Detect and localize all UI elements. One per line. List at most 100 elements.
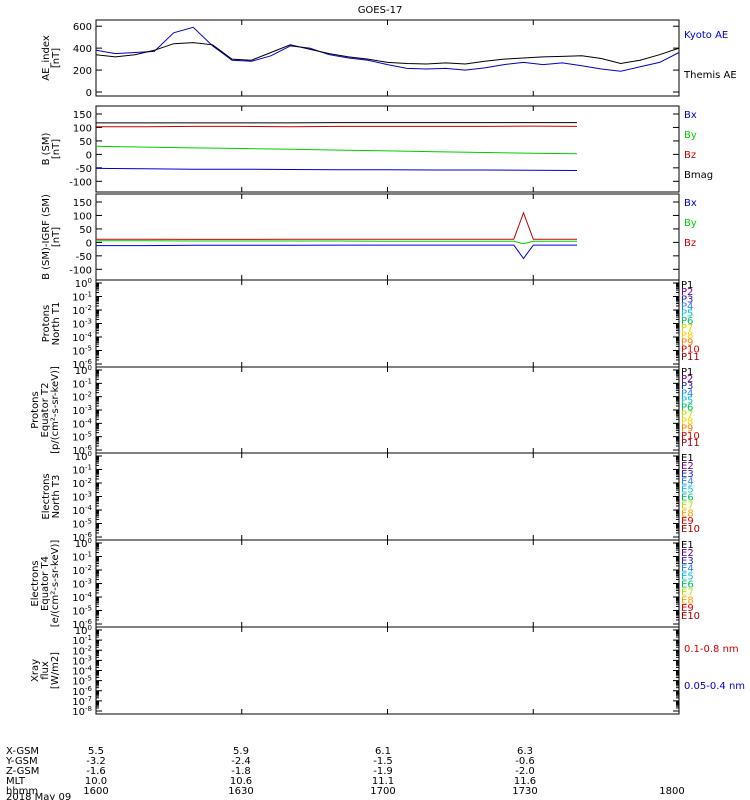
legend-entry: Bmag [684,170,713,181]
y-tick-label: 100 [75,624,92,637]
legend-entry: P2 [681,287,693,298]
legend-entry: P11 [681,352,700,363]
y-tick-label: -100 [69,177,92,188]
y-tick-label: 10-1 [72,634,92,647]
series-line-by [95,145,578,155]
y-tick-label: 10-3 [72,318,92,331]
x-axis-value: 10.6 [230,776,252,787]
y-tick-label: 100 [73,123,92,134]
y-tick-label: 10-4 [72,331,92,344]
legend-entry: P8 [681,330,693,341]
x-axis-value: -2.4 [231,756,251,767]
series-line-bx [95,167,578,171]
legend-entry: P4 [681,302,693,313]
y-tick-label: 10-5 [72,518,92,531]
y-tick-label: 10-7 [72,695,92,708]
y-tick-label: 10-3 [72,654,92,667]
y-tick-label: 600 [73,22,92,33]
panel-frame [95,366,680,454]
y-tick-label: 10-4 [72,591,92,604]
legend-entry: P1 [681,280,693,291]
y-tick-label: 10-6 [72,618,92,631]
y-axis-label: ProtonsNorth T1 [41,302,62,346]
legend-entry: E3 [681,469,694,480]
legend-entry: E4 [681,477,694,488]
legend-entry: E1 [681,453,694,464]
series-line-bz [96,125,578,128]
y-axis-label: ElectronsNorth T3 [41,473,62,519]
y-tick-label: 10-6 [72,685,92,698]
y-axis-label: AE_index[nT] [41,35,62,81]
legend-entry: E5 [681,572,694,583]
x-axis-value: 1700 [370,786,395,797]
x-axis-value: -1.8 [231,766,251,777]
x-axis-row-label: hhmm [6,786,38,797]
legend-entry: P10 [681,345,700,356]
x-axis-value: -1.5 [373,756,393,767]
legend-entry: P4 [681,388,693,399]
legend-entry: P7 [681,410,693,421]
y-tick-label: 50 [79,225,92,236]
y-tick-label: 10-6 [72,358,92,371]
panel-frame [95,19,680,97]
legend-entry: E8 [681,595,694,606]
legend-entry: 0.1-0.8 nm [684,644,739,655]
legend-entry: P5 [681,395,693,406]
x-axis-value: 5.5 [88,746,104,757]
legend-entry: P3 [681,381,693,392]
y-axis-label: B (SM)-IGRF (SM)[nT] [41,194,62,280]
series-line-kyoto-ae [95,26,680,72]
legend-entry: E10 [681,524,700,535]
x-axis-row-label: MLT [6,776,26,787]
legend-entry: E7 [681,500,694,511]
y-tick-label: 10-5 [72,431,92,444]
y-tick-label: 50 [79,137,92,148]
x-axis-value: 5.9 [233,746,249,757]
y-tick-label: 10-1 [72,551,92,564]
series-line-by [96,240,577,245]
y-tick-label: 10-3 [72,491,92,504]
date-label: 2018 May 09 [6,792,71,800]
x-axis-value: 10.0 [85,776,107,787]
panel-2: -100 -50 0 50 100 150 B (SM)[nT] Bx By Bz Bmag [41,105,713,193]
y-tick-label: 10-3 [72,578,92,591]
y-tick-label: 10-8 [72,705,92,718]
legend-entry: Bz [684,150,696,161]
y-tick-label: 150 [73,110,92,121]
x-axis-value: 6.3 [517,746,533,757]
legend-entry: P8 [681,417,693,428]
legend-entry: P5 [681,309,693,320]
panel-frame [95,452,680,541]
legend-entry: Bz [684,238,696,249]
legend-entry: E1 [681,540,694,551]
y-axis-label: B (SM)[nT] [41,132,62,165]
series-line-themis-ae [95,42,680,65]
legend-entry: 0.05-0.4 nm [684,681,745,692]
y-axis-label: Xrayflux[W/m2] [30,652,61,689]
y-tick-label: 200 [73,66,92,77]
legend-entry: Themis AE [683,70,737,81]
x-axis-value: 1800 [659,786,684,797]
y-tick-label: 0 [86,238,92,249]
legend-entry: By [684,130,697,141]
y-tick-label: 0 [86,88,92,99]
legend-entry: P11 [681,438,700,449]
legend-entry: Bx [684,198,697,209]
legend-entry: E8 [681,508,694,519]
x-axis-value: -3.2 [86,756,106,767]
legend-entry: P6 [681,316,693,327]
y-tick-label: 10-2 [72,564,92,577]
y-tick-label: 10-2 [72,477,92,490]
x-axis-value: 6.1 [375,746,391,757]
x-axis-row-label: Z-GSM [6,766,39,777]
y-tick-label: 10-3 [72,404,92,417]
panel-3: -100 -50 0 50 100 150 B (SM)-IGRF (SM)[nT] Bx By… [41,193,697,281]
legend-entry: P6 [681,402,693,413]
x-axis-value: 1630 [228,786,253,797]
y-tick-label: 10-6 [72,531,92,544]
y-tick-label: 10-2 [72,304,92,317]
legend-entry: P2 [681,374,693,385]
x-axis-row-label: Y-GSM [5,756,38,767]
